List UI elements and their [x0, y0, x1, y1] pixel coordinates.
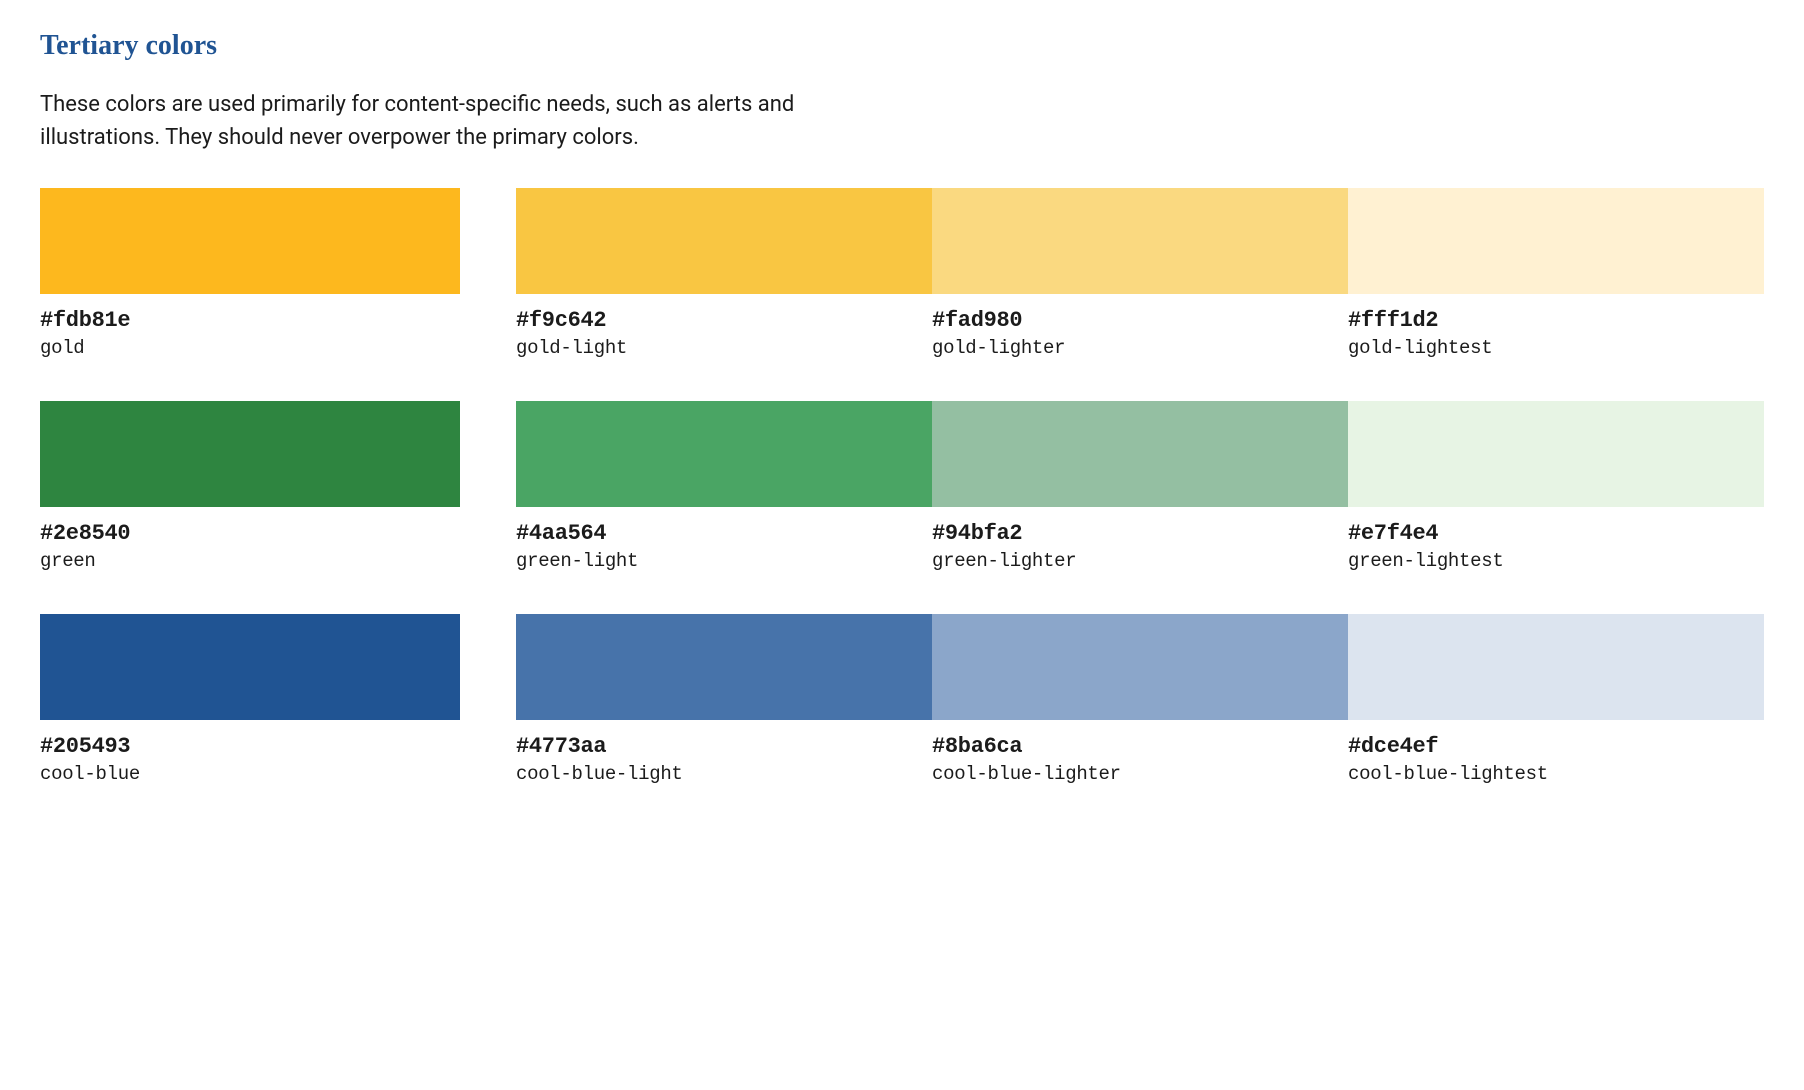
swatch-name: gold-light: [516, 337, 932, 359]
color-swatch: [516, 401, 932, 507]
variant-swatch: #f9c642 gold-light: [516, 188, 932, 359]
swatch-hex: #8ba6ca: [932, 734, 1348, 759]
color-swatch: [932, 401, 1348, 507]
primary-swatch: #2e8540 green: [40, 401, 460, 572]
color-swatch: [40, 614, 460, 720]
swatch-hex: #205493: [40, 734, 460, 759]
color-swatch: [1348, 614, 1764, 720]
swatch-name: cool-blue: [40, 763, 460, 785]
swatch-name: gold-lighter: [932, 337, 1348, 359]
primary-swatch: #205493 cool-blue: [40, 614, 460, 785]
color-swatch: [516, 614, 932, 720]
swatch-name: gold: [40, 337, 460, 359]
color-swatch: [1348, 188, 1764, 294]
variant-swatch: #e7f4e4 green-lightest: [1348, 401, 1764, 572]
primary-swatch-column: #fdb81e gold: [40, 188, 460, 359]
swatch-name: cool-blue-lightest: [1348, 763, 1764, 785]
swatch-name: green-lighter: [932, 550, 1348, 572]
variant-swatch: #4aa564 green-light: [516, 401, 932, 572]
section-title: Tertiary colors: [40, 30, 1764, 62]
swatch-hex: #fad980: [932, 308, 1348, 333]
swatch-hex: #fdb81e: [40, 308, 460, 333]
palette-row: #2e8540green#4aa564green-light#94bfa2gre…: [40, 401, 1764, 572]
variant-swatch: #fad980 gold-lighter: [932, 188, 1348, 359]
palette-row: #fdb81egold#f9c642gold-light#fad980gold-…: [40, 188, 1764, 359]
palette-rows: #fdb81egold#f9c642gold-light#fad980gold-…: [40, 188, 1764, 785]
swatch-hex: #f9c642: [516, 308, 932, 333]
primary-swatch-column: #2e8540 green: [40, 401, 460, 572]
variant-swatch-column: #4aa564 green-light#94bfa2 green-lighter#e…: [516, 401, 1764, 572]
color-swatch: [40, 188, 460, 294]
swatch-name: green-light: [516, 550, 932, 572]
section-description: These colors are used primarily for cont…: [40, 88, 800, 154]
swatch-name: cool-blue-light: [516, 763, 932, 785]
swatch-name: cool-blue-lighter: [932, 763, 1348, 785]
color-swatch: [932, 614, 1348, 720]
swatch-hex: #fff1d2: [1348, 308, 1764, 333]
color-swatch: [516, 188, 932, 294]
primary-swatch-column: #205493 cool-blue: [40, 614, 460, 785]
color-swatch: [40, 401, 460, 507]
swatch-hex: #dce4ef: [1348, 734, 1764, 759]
variant-swatch-column: #f9c642 gold-light#fad980 gold-lighter#fff…: [516, 188, 1764, 359]
swatch-name: green-lightest: [1348, 550, 1764, 572]
primary-swatch: #fdb81e gold: [40, 188, 460, 359]
color-swatch: [932, 188, 1348, 294]
swatch-name: gold-lightest: [1348, 337, 1764, 359]
variant-swatch-column: #4773aacool-blue-light#8ba6cacool-blue-l…: [516, 614, 1764, 785]
variant-swatch: #94bfa2 green-lighter: [932, 401, 1348, 572]
variant-swatch: #4773aa cool-blue-light: [516, 614, 932, 785]
swatch-hex: #4773aa: [516, 734, 932, 759]
palette-row: #205493 cool-blue #4773aa cool-blue-light#8…: [40, 614, 1764, 785]
swatch-name: green: [40, 550, 460, 572]
variant-swatch: #8ba6ca cool-blue-lighter: [932, 614, 1348, 785]
swatch-hex: #4aa564: [516, 521, 932, 546]
variant-swatch: #dce4ef cool-blue-lightest: [1348, 614, 1764, 785]
variant-swatch: #fff1d2 gold-lightest: [1348, 188, 1764, 359]
swatch-hex: #94bfa2: [932, 521, 1348, 546]
swatch-hex: #e7f4e4: [1348, 521, 1764, 546]
color-swatch: [1348, 401, 1764, 507]
swatch-hex: #2e8540: [40, 521, 460, 546]
